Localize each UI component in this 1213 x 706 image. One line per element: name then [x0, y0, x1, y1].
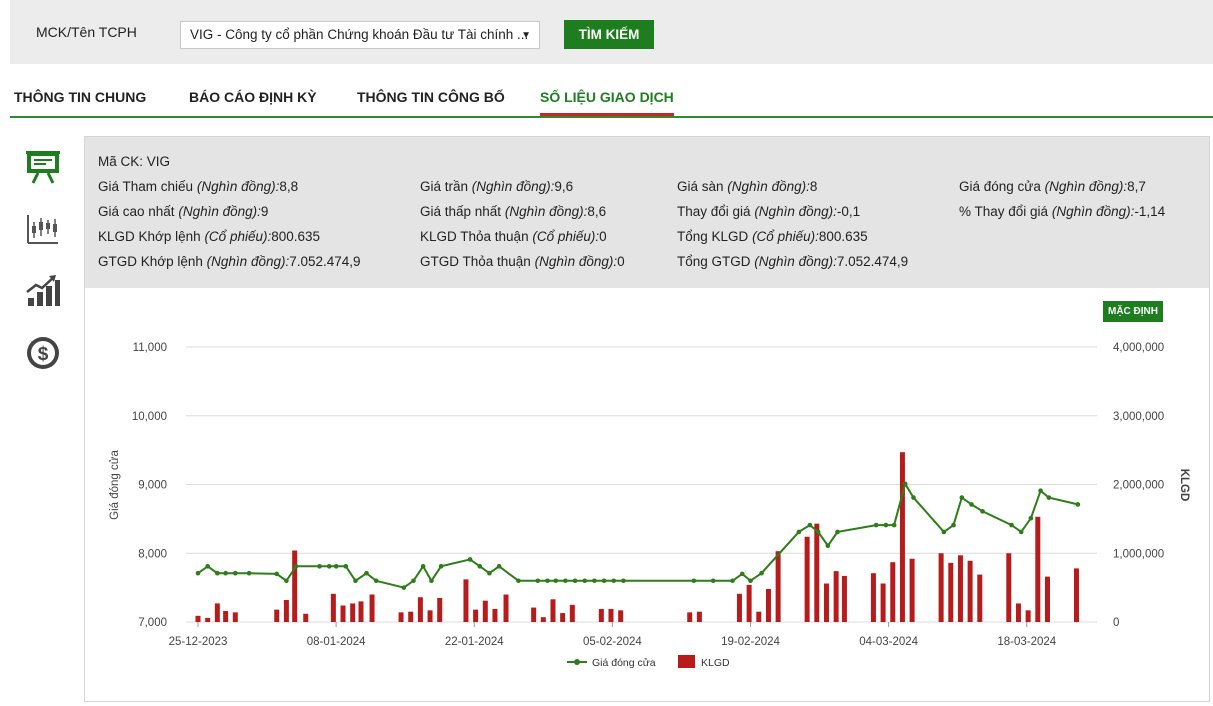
info-value: 800.635: [271, 229, 321, 244]
info-value: -0,1: [836, 204, 861, 219]
info-unit: (Nghìn đồng):: [1051, 204, 1135, 219]
info-tong-gtgd: Tổng GTGD (Nghìn đồng):7.052.474,9: [677, 254, 908, 269]
info-label: Giá thấp nhất: [420, 204, 502, 219]
info-value: 7.052.474,9: [289, 254, 361, 269]
info-label: Giá đóng cửa: [959, 179, 1041, 194]
search-bar: MCK/Tên TCPH VIG - Công ty cổ phần Chứng…: [10, 0, 1213, 64]
info-value: 800.635: [818, 229, 868, 244]
info-klgd-khop-lenh: KLGD Khớp lệnh (Cổ phiếu):800.635: [98, 229, 320, 244]
info-value: 9: [260, 204, 269, 219]
info-gia-tham-chieu: Giá Tham chiếu (Nghìn đồng):8,8: [98, 179, 298, 194]
info-unit: (Nghìn đồng):: [178, 204, 261, 219]
info-ma-ck: Mã CK: VIG: [98, 154, 170, 169]
info-value: 7.052.474,9: [836, 254, 909, 269]
trading-data-panel: Mã CK: VIG Giá Tham chiếu (Nghìn đồng):8…: [84, 136, 1210, 702]
info-label: Tổng GTGD: [677, 254, 751, 269]
tab-periodic-reports[interactable]: BÁO CÁO ĐỊNH KỲ: [189, 89, 317, 105]
stock-info-box: Mã CK: VIG Giá Tham chiếu (Nghìn đồng):8…: [85, 137, 1209, 288]
info-value: 8,8: [279, 179, 299, 194]
info-value: 9,6: [554, 179, 574, 194]
tab-disclosures[interactable]: THÔNG TIN CÔNG BỐ: [357, 89, 505, 105]
info-label: % Thay đổi giá: [959, 204, 1049, 219]
info-thay-doi-gia: Thay đổi giá (Nghìn đồng):-0,1: [677, 204, 860, 219]
info-gia-dong-cua: Giá đóng cửa (Nghìn đồng):8,7: [959, 179, 1146, 194]
tab-general-info[interactable]: THÔNG TIN CHUNG: [14, 89, 147, 105]
info-gtgd-khop-lenh: GTGD Khớp lệnh (Nghìn đồng):7.052.474,9: [98, 254, 361, 269]
tab-trading-data[interactable]: SỐ LIỆU GIAO DỊCH: [540, 89, 674, 116]
chevron-down-icon[interactable]: ▼: [521, 30, 531, 41]
info-unit: (Nghìn đồng):: [1044, 179, 1128, 194]
info-unit: (Nghìn đồng):: [727, 179, 810, 194]
info-label: GTGD Khớp lệnh: [98, 254, 203, 269]
info-pct-thay-doi-gia: % Thay đổi giá (Nghìn đồng):-1,14: [959, 204, 1165, 219]
info-value: 8,6: [587, 204, 607, 219]
info-unit: (Cổ phiếu):: [752, 229, 819, 244]
info-gtgd-thoa-thuan: GTGD Thỏa thuận (Nghìn đồng):0: [420, 254, 625, 269]
info-unit: (Nghìn đồng):: [504, 204, 588, 219]
search-label: MCK/Tên TCPH: [36, 24, 137, 40]
info-value: 0: [617, 254, 625, 269]
info-unit: (Nghìn đồng):: [754, 254, 837, 269]
info-unit: (Cổ phiếu):: [532, 229, 600, 244]
info-klgd-thoa-thuan: KLGD Thỏa thuận (Cổ phiếu):0: [420, 229, 607, 244]
presentation-board-icon[interactable]: [24, 148, 62, 186]
info-unit: (Nghìn đồng):: [196, 179, 280, 194]
growth-chart-icon[interactable]: [24, 272, 62, 310]
info-unit: (Nghìn đồng):: [754, 204, 837, 219]
info-label: KLGD Khớp lệnh: [98, 229, 201, 244]
info-gia-san: Giá sàn (Nghìn đồng):8: [677, 179, 817, 194]
dollar-coin-icon[interactable]: $: [24, 334, 62, 372]
main-tabs: THÔNG TIN CHUNG BÁO CÁO ĐỊNH KỲ THÔNG TI…: [10, 84, 1213, 118]
info-value: 8,7: [1127, 179, 1146, 194]
info-label: Mã CK:: [98, 154, 144, 169]
search-button[interactable]: TÌM KIẾM: [564, 20, 654, 49]
info-gia-thap-nhat: Giá thấp nhất (Nghìn đồng):8,6: [420, 204, 606, 219]
info-value: 0: [599, 229, 607, 244]
info-label: Giá trần: [420, 179, 469, 194]
info-gia-tran: Giá trần (Nghìn đồng):9,6: [420, 179, 573, 194]
company-select[interactable]: VIG - Công ty cổ phần Chứng khoán Đầu tư…: [180, 21, 540, 49]
info-value: 8: [809, 179, 818, 194]
info-label: Giá cao nhất: [98, 204, 175, 219]
company-select-value: VIG - Công ty cổ phần Chứng khoán Đầu tư…: [190, 27, 529, 42]
default-view-button[interactable]: MẶC ĐỊNH: [1103, 301, 1163, 322]
info-label: Giá Tham chiếu: [98, 179, 194, 194]
chart-area: [85, 288, 1209, 701]
info-unit: (Cổ phiếu):: [204, 229, 272, 244]
info-value: VIG: [146, 154, 171, 169]
info-gia-cao-nhat: Giá cao nhất (Nghìn đồng):9: [98, 204, 268, 219]
info-label: GTGD Thỏa thuận: [420, 254, 531, 269]
svg-text:$: $: [38, 344, 49, 365]
info-label: Thay đổi giá: [677, 204, 751, 219]
info-label: Tổng KLGD: [677, 229, 749, 244]
info-unit: (Nghìn đồng):: [534, 254, 618, 269]
info-tong-klgd: Tổng KLGD (Cổ phiếu):800.635: [677, 229, 868, 244]
info-unit: (Nghìn đồng):: [206, 254, 290, 269]
info-label: Giá sàn: [677, 179, 724, 194]
info-value: -1,14: [1134, 204, 1166, 219]
candlestick-chart-icon[interactable]: [24, 210, 62, 248]
info-unit: (Nghìn đồng):: [471, 179, 555, 194]
info-label: KLGD Thỏa thuận: [420, 229, 529, 244]
